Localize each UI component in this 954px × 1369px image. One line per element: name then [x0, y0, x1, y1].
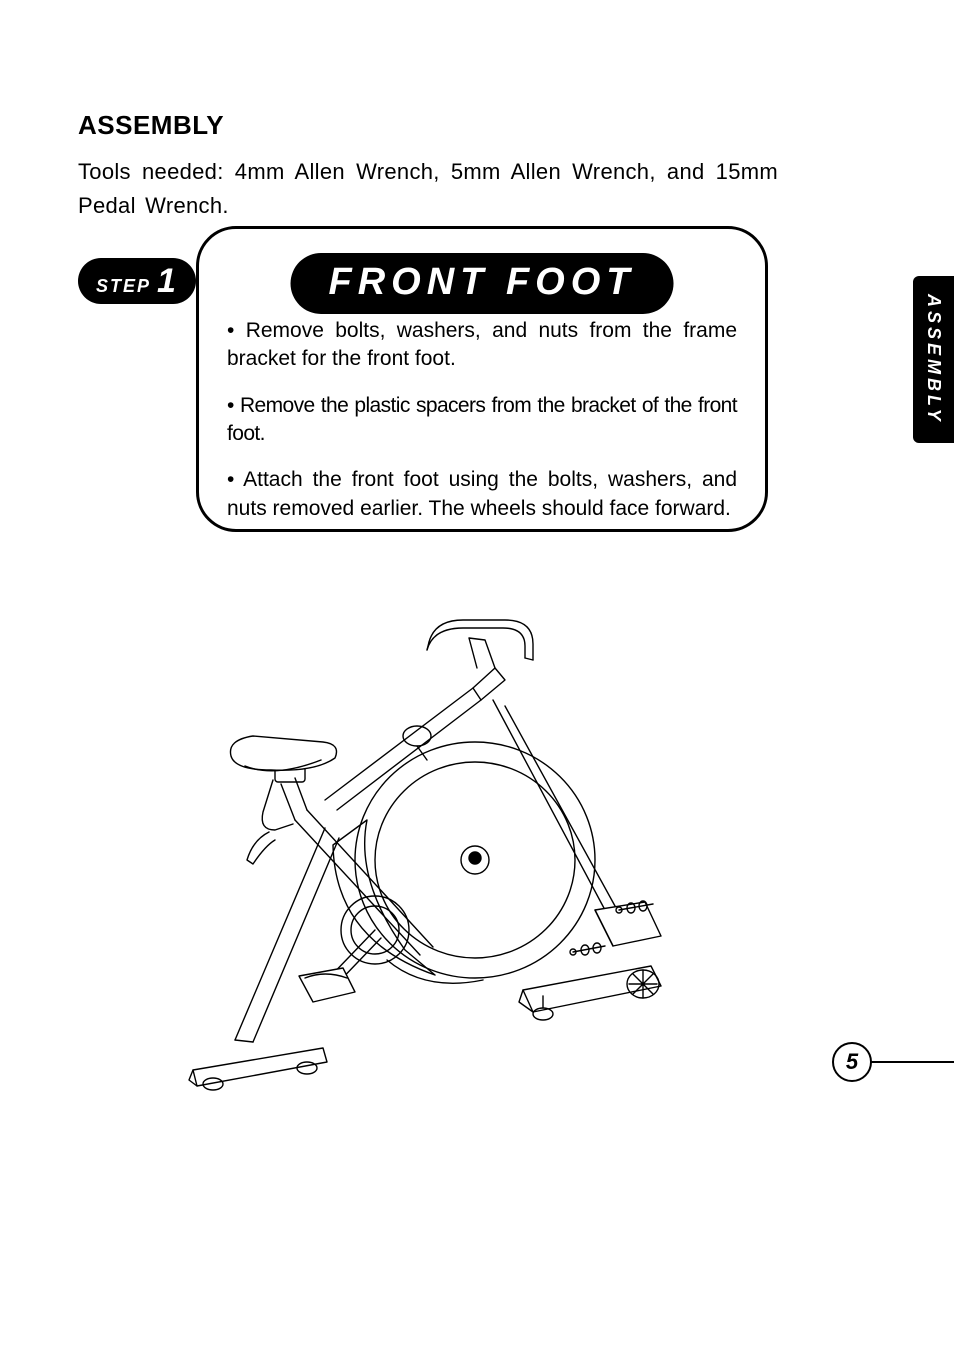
instruction-item: Attach the front foot using the bolts, w…	[227, 466, 737, 523]
page: ASSEMBLY Tools needed: 4mm Allen Wrench,…	[0, 0, 954, 1369]
card-title: FRONT FOOT	[291, 253, 674, 314]
page-number-value: 5	[832, 1042, 872, 1082]
page-number: 5	[832, 1042, 954, 1082]
page-number-rule	[868, 1061, 954, 1063]
intro-text: Tools needed: 4mm Allen Wrench, 5mm Alle…	[78, 155, 778, 223]
step-badge: STEP 1	[78, 258, 196, 304]
step-number: 1	[157, 264, 176, 298]
instruction-card: FRONT FOOT Remove bolts, washers, and nu…	[196, 226, 768, 532]
side-tab: ASSEMBLY	[913, 276, 954, 443]
instruction-list: Remove bolts, washers, and nuts from the…	[227, 317, 737, 523]
section-title: ASSEMBLY	[78, 110, 876, 141]
bike-diagram	[175, 580, 675, 1110]
instruction-item: Remove the plastic spacers from the brac…	[227, 392, 737, 449]
instruction-item: Remove bolts, washers, and nuts from the…	[227, 317, 737, 374]
step-label: STEP	[96, 276, 151, 297]
